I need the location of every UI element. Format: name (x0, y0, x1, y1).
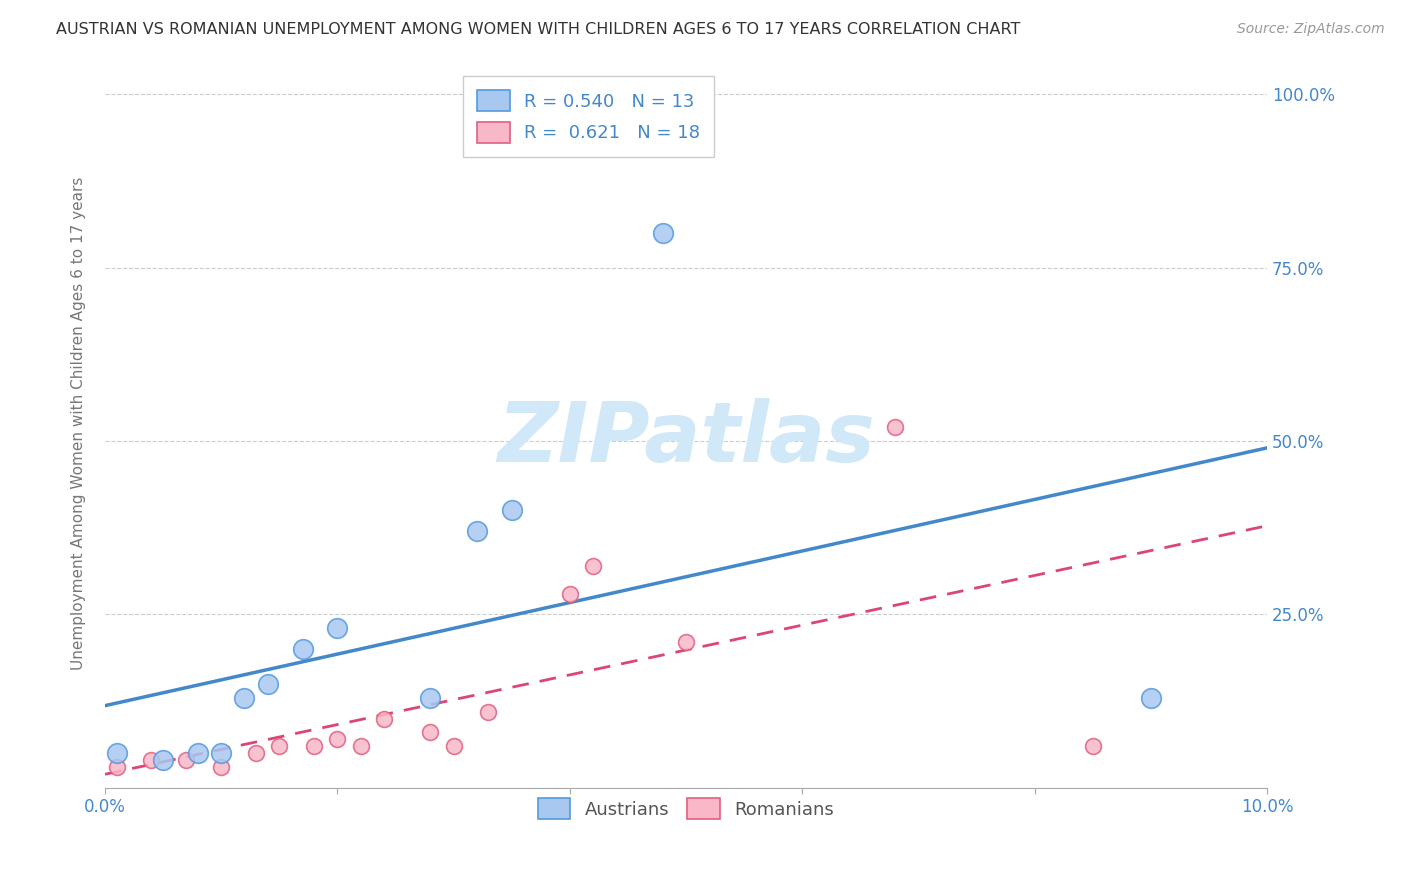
Point (209, 746, 232, 760)
Text: Source: ZipAtlas.com: Source: ZipAtlas.com (1237, 22, 1385, 37)
Point (349, 739, 371, 754)
Point (209, 760, 232, 774)
Point (245, 746, 267, 760)
Point (291, 642, 314, 657)
Point (651, 226, 673, 240)
Point (884, 420, 907, 434)
Point (582, 558, 605, 573)
Point (269, 739, 291, 754)
Point (187, 746, 209, 760)
Point (477, 705, 499, 719)
Point (465, 524, 488, 539)
Point (326, 621, 349, 635)
Point (233, 690, 256, 705)
Text: AUSTRIAN VS ROMANIAN UNEMPLOYMENT AMONG WOMEN WITH CHILDREN AGES 6 TO 17 YEARS C: AUSTRIAN VS ROMANIAN UNEMPLOYMENT AMONG … (56, 22, 1021, 37)
Point (256, 677, 278, 691)
Y-axis label: Unemployment Among Women with Children Ages 6 to 17 years: Unemployment Among Women with Children A… (72, 177, 86, 671)
Point (105, 746, 128, 760)
Point (558, 587, 581, 601)
Point (1081, 739, 1104, 754)
Point (105, 760, 128, 774)
Point (373, 711, 395, 725)
Legend: Austrians, Romanians: Austrians, Romanians (530, 791, 841, 826)
Point (302, 739, 325, 754)
Point (501, 503, 523, 517)
Point (675, 635, 697, 649)
Point (141, 753, 163, 767)
Point (326, 732, 349, 747)
Point (1139, 690, 1161, 705)
Point (176, 753, 198, 767)
Point (419, 725, 441, 739)
Point (419, 690, 441, 705)
Point (443, 739, 465, 754)
Point (152, 753, 174, 767)
Text: ZIPatlas: ZIPatlas (496, 398, 875, 479)
